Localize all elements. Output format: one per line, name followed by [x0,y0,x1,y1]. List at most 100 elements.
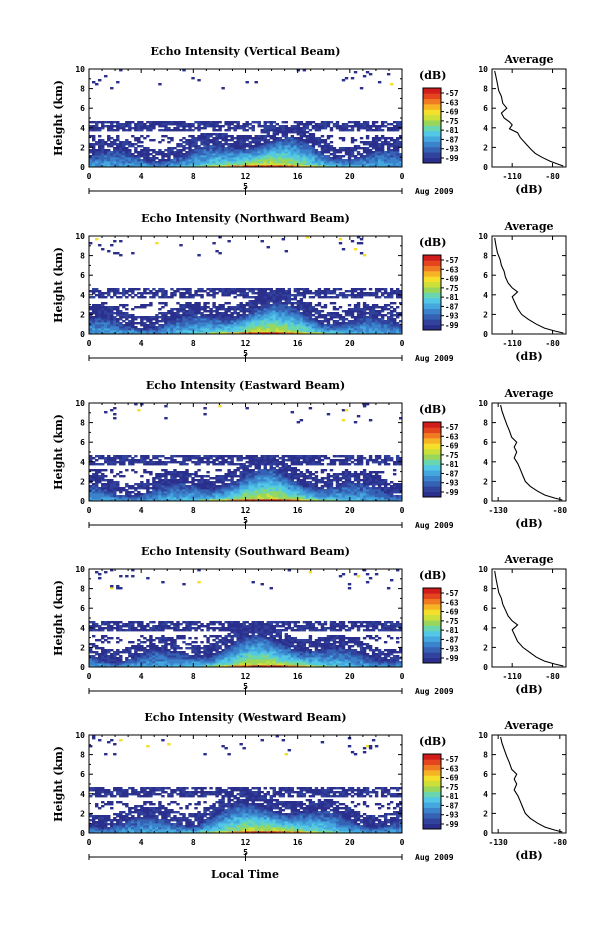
heatmap-cell [203,407,207,410]
heatmap-cell [95,304,99,307]
heatmap-cell [161,153,165,156]
heatmap-cell [146,157,150,160]
heatmap-cell [239,455,243,458]
heatmap-cell [119,151,123,154]
heatmap-cell [395,137,400,140]
heatmap-cell [197,129,201,132]
heatmap-cell [161,161,165,164]
heatmap-cell [392,121,397,124]
heatmap-cell [149,459,153,462]
colorbar-swatch [423,152,441,158]
heatmap-cell [209,155,213,158]
heatmap-cell [167,163,171,166]
heatmap-cell [182,157,186,160]
heatmap-cell [281,145,286,148]
heatmap-cell [146,159,150,162]
heatmap-cell [125,161,129,164]
heatmap-cell [155,290,159,293]
heatmap-cell [206,302,210,305]
heatmap-cell [122,143,126,146]
heatmap-cell [215,159,219,162]
heatmap-cell [197,469,201,472]
heatmap-cell [155,455,159,458]
heatmap-cell [266,151,270,154]
heatmap-cell [125,143,129,146]
heatmap-cell [242,149,246,152]
heatmap-cell [176,149,180,152]
heatmap-cell [185,159,189,162]
heatmap-cell [242,463,246,466]
heatmap-cell [236,147,240,150]
heatmap-cell [356,242,361,245]
heatmap-cell [143,455,147,458]
heatmap-cell [149,487,153,490]
heatmap-cell [206,306,210,309]
heatmap-cell [182,159,186,162]
heatmap-cell [200,457,204,460]
heatmap-cell [98,141,102,144]
heatmap-cell [212,242,216,245]
heatmap-cell [245,165,249,168]
heatmap-cell [122,161,126,164]
heatmap-cell [257,141,261,144]
heatmap-cell [272,165,276,168]
heatmap-cell [179,455,183,458]
heatmap-cell [191,149,195,152]
heatmap-cell [257,155,261,158]
heatmap-cell [323,324,328,327]
heatmap-cell [362,155,367,158]
heatmap-cell [311,133,316,136]
heatmap-cell [371,137,376,140]
heatmap-cell [326,288,331,291]
heatmap-cell [101,161,105,164]
heatmap-cell [131,252,135,255]
heatmap-cell [173,121,177,124]
heatmap-cell [272,125,276,128]
heatmap-cell [281,288,286,291]
heatmap-cell [92,163,96,166]
heatmap-cell [245,151,249,154]
heatmap-cell [176,302,180,305]
heatmap-cell [206,310,210,313]
heatmap-cell [149,125,153,128]
heatmap-cell [209,141,213,144]
heatmap-cell [269,455,273,458]
heatmap-cell [392,302,397,305]
heatmap-cell [227,151,231,154]
heatmap-cell [350,77,355,80]
heatmap-cell [251,159,255,162]
heatmap-cell [95,463,99,466]
heatmap-cell [233,149,237,152]
y-tick-label: 0 [80,163,85,172]
heatmap-cell [356,302,361,305]
heatmap-cell [218,304,222,307]
heatmap-cell [332,288,337,291]
heatmap-cell [275,151,280,154]
heatmap-cell [263,139,267,142]
heatmap-cell [272,127,276,130]
heatmap-cell [164,290,168,293]
heatmap-cell [92,483,96,486]
heatmap-cell [182,471,186,474]
heatmap-cell [185,469,189,472]
heatmap-cell [125,121,129,124]
heatmap-cell [218,252,222,255]
colorbar-swatch [423,308,441,315]
heatmap-cell [257,161,261,164]
heatmap-cell [209,125,213,128]
heatmap-cell [365,121,370,124]
heatmap-cell [113,139,117,142]
heatmap-cell [248,296,252,299]
heatmap-cell [176,479,180,482]
heatmap-cell [254,153,258,156]
heatmap-cell [329,127,334,130]
heatmap-cell [266,149,270,152]
heatmap-cell [362,141,367,144]
heatmap-cell [233,125,237,128]
heatmap-cell [254,135,258,138]
heatmap-cell [137,316,141,319]
heatmap-cell [386,73,391,76]
heatmap-cell [251,151,255,154]
heatmap-cell [347,304,352,307]
heatmap-cell [143,157,147,160]
